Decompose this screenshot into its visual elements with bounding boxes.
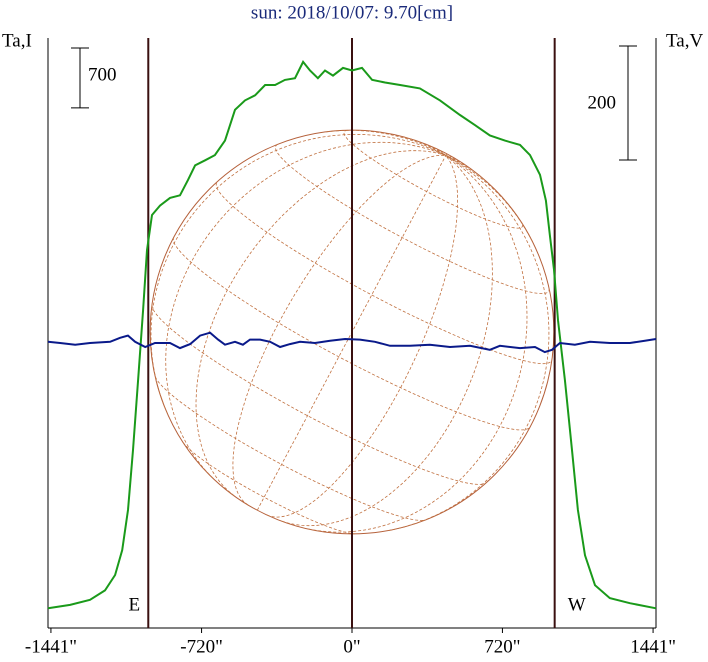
- disk-grid-line: [445, 155, 485, 180]
- disk-grid-line: [343, 129, 523, 229]
- disk-grid-line: [151, 304, 487, 485]
- limb-label: E: [128, 594, 140, 615]
- disk-grid-line: [256, 155, 447, 511]
- disk-grid-line: [275, 144, 550, 295]
- disk-grid-line: [150, 133, 446, 414]
- disk-grid-line: [445, 155, 533, 242]
- disk-grid-line: [445, 155, 454, 158]
- y2-axis-label: Ta,V: [666, 30, 703, 51]
- disk-grid-line: [195, 150, 446, 497]
- disk-grid-line: [388, 155, 550, 531]
- disk-grid-line: [445, 155, 465, 165]
- disk-grid-line: [172, 237, 531, 431]
- x-tick-label: 0": [343, 636, 360, 657]
- disk-grid-line: [165, 141, 446, 479]
- y-axis-label: Ta,I: [2, 30, 32, 51]
- x-tick-label: -1441": [25, 636, 77, 657]
- disk-grid-line: [215, 182, 552, 365]
- chart-title: sun: 2018/10/07: 9.70[cm]: [251, 2, 453, 23]
- scale-bar-label: 700: [88, 64, 117, 85]
- x-tick-label: 1441": [630, 636, 676, 657]
- x-tick-label: -720": [180, 636, 223, 657]
- disk-grid-line: [182, 442, 356, 535]
- scale-bar-label: 200: [588, 92, 617, 113]
- disk-grid-line: [154, 376, 425, 521]
- disk-grid-line: [404, 136, 447, 156]
- disk-grid-line: [232, 154, 446, 506]
- disk-grid-line: [281, 155, 493, 527]
- series-line: [47, 331, 657, 354]
- limb-label: W: [568, 594, 586, 615]
- disk-grid-line: [308, 155, 528, 533]
- series-line: [47, 60, 657, 610]
- disk-grid-line: [266, 155, 459, 518]
- x-tick-label: 720": [484, 636, 520, 657]
